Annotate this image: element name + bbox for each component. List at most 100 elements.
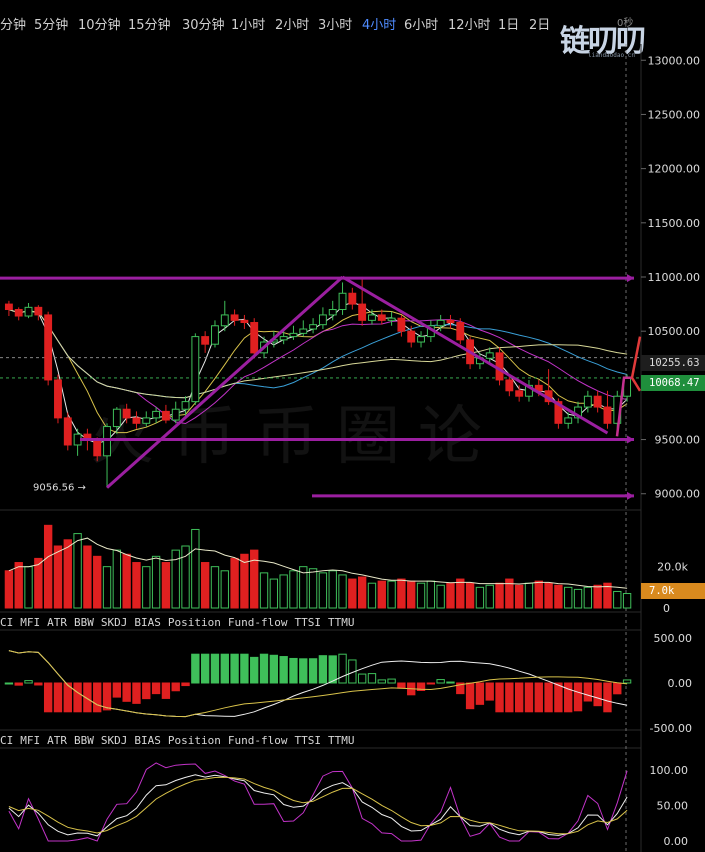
indicator-tab-atr[interactable]: ATR	[47, 734, 67, 747]
indicator-tab-ci[interactable]: CI	[0, 616, 14, 629]
ref-price-tag: 10255.63	[641, 355, 705, 371]
candle-body	[181, 401, 190, 410]
volume-bar	[485, 584, 494, 609]
oscillator-bar	[338, 653, 347, 684]
oscillator-bar	[289, 657, 298, 684]
oscillator-bar	[387, 678, 396, 684]
volume-bar	[181, 545, 190, 609]
indicator-tab-atr[interactable]: ATR	[47, 616, 67, 629]
volume-bar	[338, 574, 347, 609]
oscillator-bar	[622, 679, 632, 684]
indicator-tab-ttmu[interactable]: TTMU	[327, 616, 355, 629]
price-tick-label: 9500.00	[655, 434, 701, 447]
volume-bar	[573, 588, 583, 609]
indicator-tab-mfi[interactable]: MFI	[20, 616, 41, 629]
candle-body	[122, 408, 131, 419]
candle-body	[191, 336, 200, 403]
candle-body	[152, 410, 161, 419]
timeframe-12[interactable]: 2日	[529, 18, 551, 33]
oscillator-bar	[4, 682, 14, 685]
timeframe-2[interactable]: 10分钟	[78, 18, 121, 33]
timeframe-4[interactable]: 30分钟	[182, 18, 225, 33]
volume-bar	[416, 582, 426, 609]
candle-body	[34, 306, 43, 316]
timeframe-1[interactable]: 5分钟	[34, 18, 69, 33]
timeframe-0[interactable]: 分钟	[0, 18, 27, 33]
oscillator-bar	[603, 682, 612, 713]
volume-bar	[583, 586, 593, 609]
indicator-tab-position[interactable]: Position	[167, 616, 221, 629]
price-tick-label: 13000.00	[648, 54, 701, 67]
timeframe-11[interactable]: 1日	[498, 18, 520, 33]
candle-body	[63, 417, 72, 446]
oscillator-bar	[485, 682, 494, 701]
indicator-tab-fund-flow[interactable]: Fund-flow	[227, 616, 288, 629]
timeframe-9[interactable]: 6小时	[404, 18, 439, 33]
timeframe-5[interactable]: 1小时	[231, 18, 266, 33]
volume-bar	[328, 570, 337, 609]
oscillator-bar	[446, 681, 455, 684]
candle-body	[407, 330, 416, 343]
timeframe-7[interactable]: 3小时	[318, 18, 353, 33]
volume-bar	[122, 553, 131, 609]
volume-bar	[495, 582, 504, 609]
indicator-tab-mfi[interactable]: MFI	[20, 734, 41, 747]
indicator-tab-bbw[interactable]: BBW	[74, 616, 94, 629]
oscillator-bar	[34, 682, 43, 686]
timeframe-toolbar: 分钟 5分钟 10分钟 15分钟 30分钟 1小时 2小时 3小时 4小时 6小时 12小时 1日 2日	[0, 0, 705, 44]
oscillator-bar	[308, 658, 318, 684]
volume-bar	[259, 572, 269, 609]
oscillator-bar	[495, 682, 504, 713]
volume-bar	[63, 539, 72, 609]
projection-line	[615, 376, 632, 437]
candle-body	[505, 379, 514, 392]
indicator-tab-position[interactable]: Position	[167, 734, 221, 747]
indicator-menu-2: CI MFI ATR BBW SKDJ BIAS Position Fund-flow TTSI…	[0, 734, 361, 750]
candle-body	[387, 317, 396, 321]
candle-body	[24, 306, 33, 317]
indicator-tab-fund-flow[interactable]: Fund-flow	[227, 734, 288, 747]
price-tick-label: 11500.00	[648, 217, 701, 230]
timeframe-10[interactable]: 12小时	[448, 18, 491, 33]
oscillator-bar	[151, 682, 161, 695]
volume-bar	[593, 584, 602, 609]
oscillator-bar	[534, 682, 543, 713]
indicator-tab-bias[interactable]: BIAS	[134, 734, 161, 747]
candle-body	[171, 408, 180, 421]
indicator-tab-bbw[interactable]: BBW	[74, 734, 94, 747]
oscillator-bar	[93, 682, 102, 713]
oscillator-bar	[63, 682, 72, 713]
indicator-tab-ttsi[interactable]: TTSI	[294, 616, 321, 629]
annotation-arrowhead	[627, 491, 634, 500]
bar-countdown: 0秒	[617, 18, 634, 29]
indicator-tab-skdj[interactable]: SKDJ	[100, 616, 128, 629]
oscillator-bar	[583, 682, 593, 702]
volume-bar	[34, 557, 43, 609]
indicator-tab-ttsi[interactable]: TTSI	[294, 734, 321, 747]
candle-body	[328, 309, 337, 316]
volume-tick-label: 20.0k	[657, 561, 688, 574]
oscillator-bar	[24, 680, 33, 684]
timeframe-8[interactable]: 4小时	[362, 18, 397, 33]
indicator-tab-ttmu[interactable]: TTMU	[327, 734, 355, 747]
volume-bar	[613, 590, 622, 609]
volume-bar	[348, 578, 357, 609]
oscillator-bar	[250, 656, 259, 684]
moving-average-40	[8, 309, 628, 399]
indicator-tab-bias[interactable]: BIAS	[134, 616, 161, 629]
volume-bar	[161, 562, 171, 609]
indicator-tab-skdj[interactable]: SKDJ	[100, 734, 128, 747]
timeframe-6[interactable]: 2小时	[275, 18, 310, 33]
min-price-label: 9056.56 →	[33, 483, 86, 494]
volume-current-tag: 7.0k	[641, 583, 705, 599]
timeframe-3[interactable]: 15分钟	[128, 18, 171, 33]
candle-body	[220, 314, 229, 327]
oscillator-bar	[328, 655, 337, 684]
volume-bar	[407, 580, 416, 609]
volume-bar	[191, 528, 200, 609]
indicator-tab-ci[interactable]: CI	[0, 734, 14, 747]
oscillator-bar	[318, 655, 328, 684]
candle-body	[44, 314, 53, 381]
oscillator-tick-label: -500.00	[650, 722, 692, 735]
